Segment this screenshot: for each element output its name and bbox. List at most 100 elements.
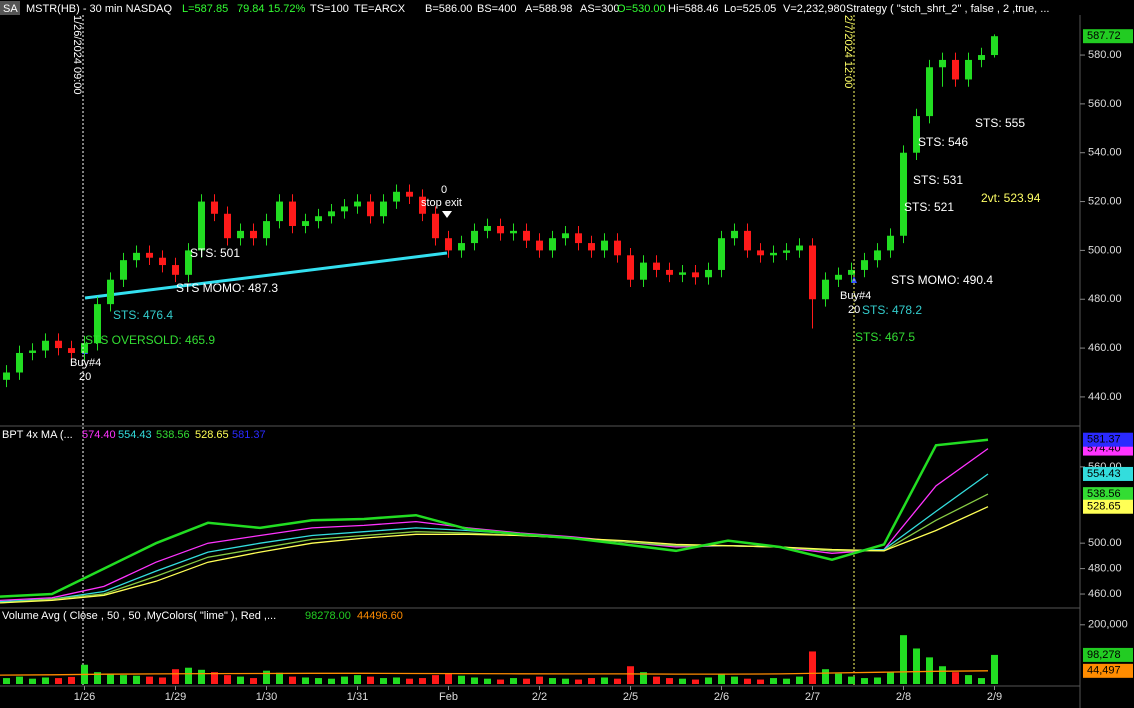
- volume-bar: [302, 677, 309, 684]
- annotation: STS OVERSOLD: 465.9: [85, 333, 215, 347]
- candle-body: [523, 230, 530, 241]
- annotation: 0: [441, 184, 447, 196]
- candle-body: [471, 230, 478, 244]
- candle-body: [198, 201, 205, 251]
- volume-bar: [354, 675, 361, 684]
- x-tick-label: 2/5: [623, 691, 638, 703]
- value-box-label: 538.56: [1087, 488, 1121, 500]
- volume-bar: [705, 677, 712, 684]
- x-tick-label: 1/30: [256, 691, 277, 703]
- candle-body: [94, 304, 101, 344]
- volume-bar: [666, 678, 673, 684]
- y-tick-label: 480.00: [1088, 293, 1122, 305]
- candle-body: [172, 265, 179, 275]
- volume-bar: [861, 678, 868, 684]
- volume-bar: [640, 672, 647, 684]
- candle-body: [874, 250, 881, 261]
- time-marker-label: 1/26/2024 09:00: [71, 15, 83, 95]
- candle-body: [536, 240, 543, 251]
- candle-body: [575, 233, 582, 244]
- annotation: Buy#4: [70, 357, 101, 369]
- exit-arrow: [442, 211, 452, 218]
- header-item: L=587.85: [182, 3, 228, 15]
- volume-bar: [393, 677, 400, 684]
- header-item: AS=300: [580, 3, 619, 15]
- volume-bar: [471, 677, 478, 684]
- annotation: STS: 467.5: [855, 330, 915, 344]
- candle-body: [406, 191, 413, 197]
- volume-bar: [224, 675, 231, 684]
- volume-bar: [328, 678, 335, 684]
- volume-bar: [237, 676, 244, 684]
- x-tick-label: 1/26: [74, 691, 95, 703]
- volume-bar: [484, 678, 491, 684]
- volume-bar: [718, 673, 725, 684]
- value-box-label: 44,497: [1087, 665, 1121, 677]
- annotation: STS: 531: [913, 173, 963, 187]
- candle-body: [159, 257, 166, 266]
- candle-body: [328, 211, 335, 217]
- value-box: [1083, 466, 1133, 481]
- legend-value: 44496.60: [357, 610, 403, 622]
- y-tick-label: 520.00: [1088, 195, 1122, 207]
- candle-body: [3, 372, 10, 380]
- y-tick-label: 460.00: [1088, 588, 1122, 600]
- candle-body: [55, 340, 62, 349]
- indicator-line: [0, 438, 989, 598]
- volume-bar: [120, 675, 127, 684]
- header-item: B=586.00: [425, 3, 472, 15]
- candle-body: [367, 201, 374, 217]
- candle-body: [861, 260, 868, 270]
- indicator-line: [0, 506, 989, 604]
- volume-bar: [939, 666, 946, 684]
- volume-bar: [744, 678, 751, 684]
- candle-body: [107, 279, 114, 305]
- candle-body: [224, 213, 231, 239]
- value-box-label: 581.37: [1087, 434, 1121, 446]
- candle-body: [458, 243, 465, 251]
- volume-bar: [367, 676, 374, 684]
- candle-body: [588, 243, 595, 251]
- candle-body: [185, 250, 192, 275]
- annotation: STS: 521: [904, 200, 954, 214]
- value-box: [1083, 647, 1133, 662]
- candle-body: [770, 252, 777, 256]
- volume-bar: [991, 654, 998, 684]
- volume-bar: [42, 677, 49, 684]
- value-box-label: 98,278: [1087, 649, 1121, 661]
- candle-body: [315, 216, 322, 222]
- x-tick-label: 2/8: [896, 691, 911, 703]
- volume-bar: [380, 678, 387, 684]
- candle-body: [965, 59, 972, 80]
- volume-bar: [341, 676, 348, 684]
- candle-body: [744, 230, 751, 251]
- y-tick-label: 500.00: [1088, 537, 1122, 549]
- candle-body: [640, 262, 647, 280]
- average-line: [0, 670, 989, 676]
- annotation: 2vt: 523.94: [981, 191, 1041, 205]
- volume-bar: [172, 669, 179, 684]
- candle-body: [419, 196, 426, 214]
- pane-title: BPT 4x MA (...: [2, 429, 73, 441]
- symbol-box: [0, 1, 20, 15]
- volume-bar: [29, 678, 36, 684]
- volume-bar: [783, 678, 790, 684]
- volume-bar: [926, 657, 933, 684]
- candle-body: [484, 225, 491, 231]
- volume-bar: [575, 679, 582, 684]
- candle-body: [900, 152, 907, 236]
- volume-bar: [770, 678, 777, 684]
- annotation: STS: 501: [190, 246, 240, 260]
- y-tick-label: 460.00: [1088, 342, 1122, 354]
- candle-body: [601, 240, 608, 251]
- annotation: STS: 478.2: [862, 303, 922, 317]
- volume-bar: [315, 678, 322, 684]
- value-box: [1083, 487, 1133, 502]
- annotation: Buy#4: [840, 290, 871, 302]
- volume-bar: [211, 672, 218, 684]
- header-item: TS=100: [310, 3, 349, 15]
- volume-bar: [68, 676, 75, 684]
- volume-bar: [16, 676, 23, 684]
- value-box: [1083, 663, 1133, 678]
